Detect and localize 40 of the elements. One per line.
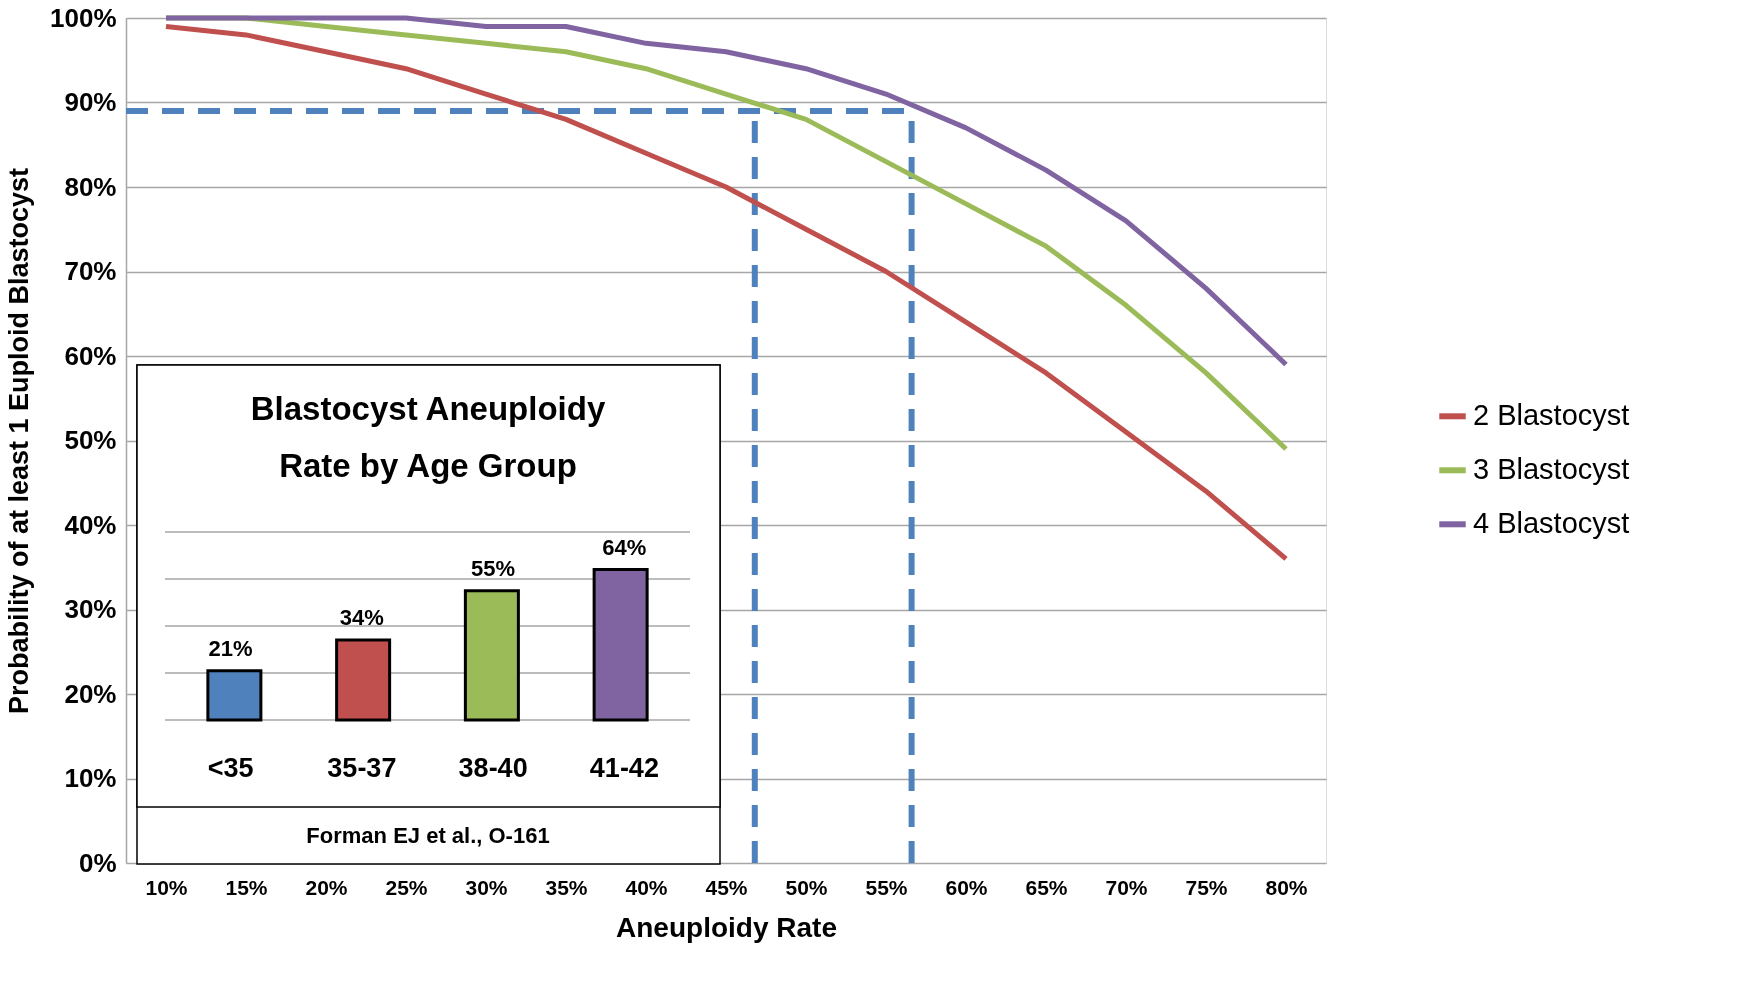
- x-tick-label: 20%: [305, 875, 348, 899]
- x-tick-label: 45%: [705, 875, 748, 899]
- legend-label: 4 Blastocyst: [1473, 507, 1630, 540]
- x-tick-label: 10%: [145, 875, 188, 899]
- x-tick-label: 35%: [545, 875, 588, 899]
- y-tick-label: 40%: [64, 509, 117, 540]
- x-tick-label: 40%: [625, 875, 668, 899]
- x-tick-label: 55%: [865, 875, 908, 899]
- y-tick-label: 60%: [64, 340, 117, 371]
- x-tick-label: <35: [207, 753, 254, 783]
- x-axis-title: Aneuploidy Rate: [616, 911, 837, 943]
- x-tick-label: 30%: [465, 875, 508, 899]
- y-tick-label: 90%: [64, 87, 117, 117]
- y-tick-label: 30%: [64, 594, 117, 624]
- y-tick-label: 70%: [64, 256, 117, 286]
- x-tick-label: 60%: [945, 875, 988, 899]
- annotation: Forman EJ et al., O-161: [306, 823, 550, 848]
- y-tick-label: 50%: [64, 425, 117, 455]
- x-tick-label: 50%: [785, 875, 828, 899]
- data-label: 55%: [471, 555, 516, 581]
- x-tick-label: 25%: [385, 875, 428, 899]
- y-tick-label: 100%: [50, 2, 117, 33]
- x-tick-label: 15%: [225, 875, 268, 899]
- y-tick-label: 0%: [78, 847, 117, 878]
- legend-label: 2 Blastocyst: [1473, 399, 1630, 432]
- y-tick-label: 20%: [64, 678, 117, 709]
- chart-title: Blastocyst Aneuploidy Rate by Age Group: [250, 390, 606, 484]
- data-label: 34%: [339, 605, 384, 631]
- x-tick-label: 75%: [1185, 875, 1228, 899]
- x-tick-label: 70%: [1105, 875, 1148, 899]
- x-tick-label: 35-37: [327, 753, 397, 783]
- x-tick-label: 80%: [1265, 875, 1308, 899]
- legend-label: 3 Blastocyst: [1473, 453, 1630, 486]
- x-tick-label: 41-42: [589, 753, 659, 783]
- y-tick-label: 80%: [64, 171, 117, 202]
- data-label: 21%: [208, 635, 253, 661]
- y-axis-title: Probability of at least 1 Euploid Blastocyst: [4, 167, 34, 715]
- x-tick-label: 38-40: [458, 753, 528, 783]
- x-tick-label: 65%: [1025, 875, 1068, 899]
- data-label: 64%: [602, 534, 647, 560]
